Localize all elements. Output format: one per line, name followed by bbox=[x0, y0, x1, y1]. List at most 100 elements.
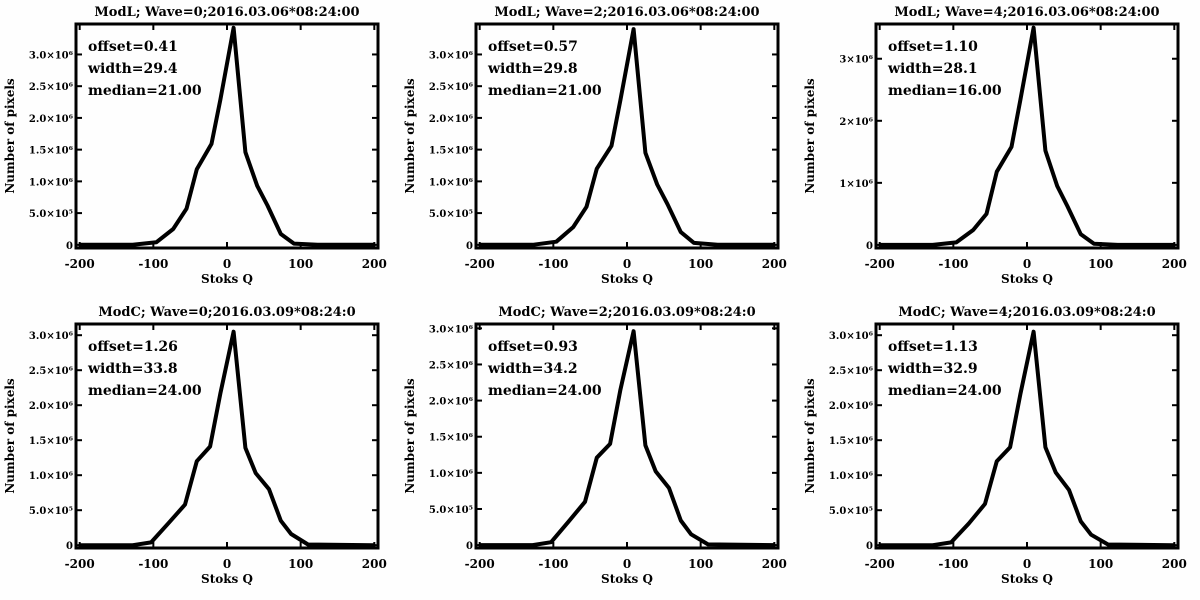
data-point bbox=[210, 142, 214, 146]
y-tick-label: 5.0×10⁵ bbox=[829, 506, 873, 517]
stat-annotation: median=16.00 bbox=[888, 83, 1002, 99]
data-point bbox=[1043, 445, 1047, 449]
y-axis-label: Number of pixels bbox=[403, 78, 417, 194]
y-tick-label: 2.5×10⁶ bbox=[429, 82, 474, 93]
x-tick-label: 200 bbox=[762, 557, 787, 571]
data-point bbox=[131, 243, 135, 247]
data-point bbox=[232, 330, 236, 334]
data-point bbox=[243, 150, 247, 154]
y-tick-label: 3.0×10⁶ bbox=[829, 331, 874, 342]
y-tick-label: 1.5×10⁶ bbox=[429, 146, 474, 157]
y-tick-label: 0 bbox=[866, 541, 873, 552]
data-point bbox=[316, 243, 320, 247]
plot-title: ModC; Wave=0;2016.03.09*08:24:0 bbox=[98, 305, 355, 320]
y-tick-label: 0 bbox=[466, 541, 473, 552]
data-point bbox=[632, 329, 636, 333]
data-point bbox=[1032, 330, 1036, 334]
x-axis-label: Stoks Q bbox=[201, 572, 253, 586]
data-point bbox=[954, 240, 958, 244]
histogram-line bbox=[79, 25, 375, 247]
data-point bbox=[679, 230, 683, 234]
x-tick-label: -200 bbox=[65, 257, 95, 271]
data-point bbox=[267, 487, 271, 491]
x-tick-label: -200 bbox=[465, 257, 495, 271]
y-tick-label: 0 bbox=[866, 241, 873, 252]
y-tick-label: 1.5×10⁶ bbox=[29, 146, 74, 157]
data-point bbox=[478, 243, 482, 247]
data-point bbox=[632, 27, 636, 31]
data-point bbox=[289, 532, 293, 536]
data-point bbox=[218, 391, 222, 395]
data-point bbox=[689, 532, 693, 536]
data-point bbox=[878, 243, 882, 247]
data-point bbox=[1054, 470, 1058, 474]
data-point bbox=[618, 388, 622, 392]
data-point bbox=[306, 543, 310, 546]
stat-annotation: width=34.2 bbox=[487, 361, 578, 377]
histogram-panel: ModL; Wave=2;2016.03.06*08:24:00 -200 -100… bbox=[400, 0, 800, 300]
y-tick-label: 1.0×10⁶ bbox=[429, 469, 474, 480]
data-point bbox=[1079, 232, 1083, 236]
x-tick-label: 200 bbox=[1162, 557, 1187, 571]
histogram-plot: ModL; Wave=2;2016.03.06*08:24:00 -200 -100… bbox=[403, 5, 787, 286]
data-point bbox=[1066, 204, 1070, 208]
data-point bbox=[967, 522, 971, 525]
data-point bbox=[1067, 488, 1071, 492]
stat-annotation: width=28.1 bbox=[887, 61, 978, 77]
data-point bbox=[878, 543, 882, 547]
data-point bbox=[1079, 519, 1083, 523]
y-tick-label: 2.5×10⁶ bbox=[29, 366, 74, 377]
x-tick-label: 200 bbox=[762, 257, 787, 271]
y-tick-label: 2.0×10⁶ bbox=[429, 397, 474, 408]
x-axis-label: Stoks Q bbox=[1001, 272, 1053, 286]
data-point bbox=[983, 502, 987, 506]
y-tick-label: 1.0×10⁶ bbox=[829, 471, 874, 482]
data-point bbox=[78, 543, 82, 547]
y-tick-label: 5.0×10⁵ bbox=[29, 506, 73, 517]
y-tick-label: 2.0×10⁶ bbox=[429, 114, 474, 125]
plot-title: ModC; Wave=4;2016.03.09*08:24:0 bbox=[898, 305, 1155, 320]
data-point bbox=[595, 167, 599, 171]
histogram-plot: ModL; Wave=4;2016.03.06*08:24:00 -200 -100… bbox=[803, 5, 1187, 286]
stat-annotation: offset=0.57 bbox=[488, 39, 578, 55]
histogram-plot: ModL; Wave=0;2016.03.06*08:24:00 -200 -100… bbox=[3, 5, 387, 286]
y-axis-label: Number of pixels bbox=[803, 78, 817, 194]
histogram-panel: ModC; Wave=2;2016.03.09*08:24:0 -200 -100 0… bbox=[400, 300, 800, 600]
data-point bbox=[171, 227, 175, 231]
x-tick-label: 100 bbox=[688, 557, 713, 571]
x-axis-label: Stoks Q bbox=[601, 272, 653, 286]
data-point bbox=[1092, 242, 1096, 246]
data-point bbox=[1172, 543, 1176, 547]
x-tick-label: 0 bbox=[623, 557, 631, 571]
data-point bbox=[372, 543, 376, 547]
stat-annotation: median=24.00 bbox=[888, 383, 1002, 399]
data-point bbox=[292, 242, 296, 246]
data-point bbox=[183, 503, 187, 507]
y-tick-label: 0 bbox=[466, 241, 473, 252]
data-point bbox=[595, 456, 599, 460]
y-tick-label: 2.0×10⁶ bbox=[829, 401, 874, 412]
data-point bbox=[254, 471, 258, 475]
data-point bbox=[195, 459, 199, 463]
x-tick-label: -100 bbox=[138, 557, 168, 571]
y-tick-label: 1.5×10⁶ bbox=[29, 436, 74, 447]
y-tick-label: 2.5×10⁶ bbox=[29, 82, 74, 93]
stat-annotation: median=24.00 bbox=[88, 383, 202, 399]
data-point bbox=[610, 144, 614, 148]
data-point bbox=[666, 202, 670, 206]
data-point bbox=[195, 167, 199, 171]
data-point bbox=[243, 446, 247, 450]
data-point bbox=[149, 540, 153, 544]
x-tick-label: 0 bbox=[223, 557, 231, 571]
data-point bbox=[567, 519, 571, 523]
y-tick-label: 1.0×10⁶ bbox=[29, 177, 74, 188]
y-tick-label: 3.0×10⁶ bbox=[429, 324, 474, 335]
data-point bbox=[995, 459, 999, 463]
data-point bbox=[971, 228, 975, 232]
data-point bbox=[571, 225, 575, 229]
x-tick-label: -100 bbox=[538, 557, 568, 571]
x-tick-label: -200 bbox=[865, 557, 895, 571]
data-point bbox=[218, 98, 222, 102]
x-tick-label: 100 bbox=[288, 257, 313, 271]
y-tick-label: 0 bbox=[66, 541, 73, 552]
